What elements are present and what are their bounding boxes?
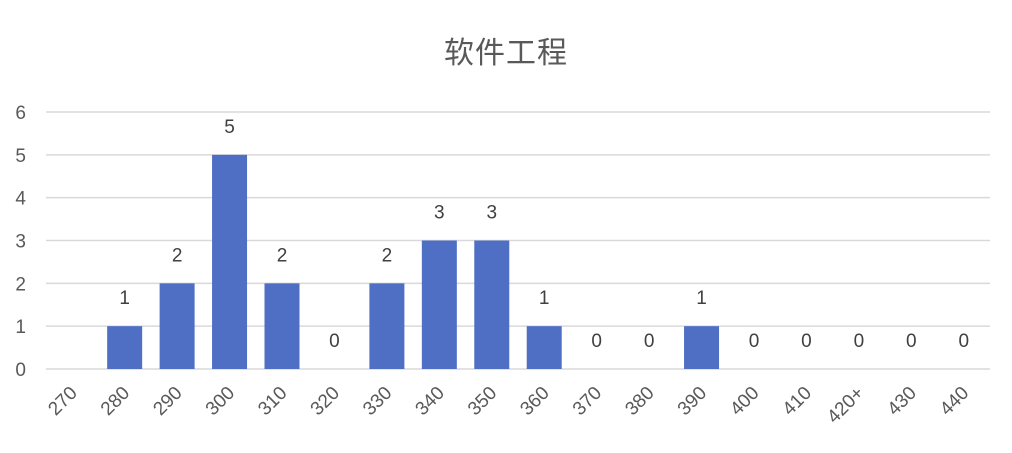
bar-350 — [474, 240, 510, 369]
y-tick-label: 5 — [15, 146, 26, 167]
data-label-440: 0 — [958, 331, 969, 352]
data-label-350: 3 — [486, 203, 497, 224]
data-label-300: 5 — [224, 117, 235, 138]
x-axis-ticks: 270 280 290 300 310 320 330 340 350 360 370 380 390 4… — [44, 383, 973, 428]
x-tick-label: 400 — [726, 383, 763, 420]
data-labels: 1 2 5 2 0 2 3 3 1 0 0 1 0 0 0 0 0 — [119, 117, 969, 352]
x-tick-label: 360 — [516, 383, 553, 420]
y-axis-ticks: 0 1 2 3 4 5 6 — [15, 103, 26, 381]
x-tick-label: 430 — [884, 383, 921, 420]
x-tick-label: 410 — [779, 383, 816, 420]
x-tick-label: 380 — [621, 383, 658, 420]
bar-330 — [369, 283, 405, 369]
x-tick-label: 320 — [307, 383, 344, 420]
x-tick-label: 330 — [359, 383, 396, 420]
y-tick-label: 0 — [15, 360, 26, 381]
y-tick-label: 1 — [15, 317, 26, 338]
x-tick-label: 370 — [569, 383, 606, 420]
bar-290 — [159, 283, 195, 369]
data-label-310: 2 — [277, 245, 288, 266]
data-label-390: 1 — [696, 288, 707, 309]
data-label-380: 0 — [644, 331, 655, 352]
x-tick-label: 310 — [254, 383, 291, 420]
bar-280 — [107, 326, 143, 369]
bar-340 — [421, 240, 457, 369]
x-tick-label: 420+ — [823, 383, 868, 428]
data-label-290: 2 — [172, 245, 183, 266]
bar-360 — [526, 326, 562, 369]
bar-300 — [212, 154, 248, 369]
chart-title: 软件工程 — [444, 36, 568, 71]
x-tick-label: 350 — [464, 383, 501, 420]
x-tick-label: 440 — [936, 383, 973, 420]
x-tick-label: 300 — [202, 383, 239, 420]
y-tick-label: 6 — [15, 103, 26, 124]
data-label-330: 2 — [382, 245, 393, 266]
x-tick-label: 340 — [412, 383, 449, 420]
x-tick-label: 280 — [97, 383, 134, 420]
x-tick-label: 390 — [674, 383, 711, 420]
data-label-410: 0 — [801, 331, 812, 352]
data-label-360: 1 — [539, 288, 550, 309]
x-tick-label: 290 — [149, 383, 186, 420]
gridlines — [46, 111, 990, 370]
bars — [107, 154, 720, 369]
data-label-400: 0 — [749, 331, 760, 352]
bar-310 — [264, 283, 300, 369]
x-tick-label: 270 — [44, 383, 81, 420]
y-tick-label: 3 — [15, 232, 26, 253]
data-label-430: 0 — [906, 331, 917, 352]
data-label-370: 0 — [591, 331, 602, 352]
y-tick-label: 2 — [15, 274, 26, 295]
data-label-280: 1 — [119, 288, 130, 309]
data-label-420+: 0 — [854, 331, 865, 352]
data-label-320: 0 — [329, 331, 340, 352]
bar-390 — [684, 326, 720, 369]
data-label-340: 3 — [434, 203, 445, 224]
y-tick-label: 4 — [15, 189, 26, 210]
